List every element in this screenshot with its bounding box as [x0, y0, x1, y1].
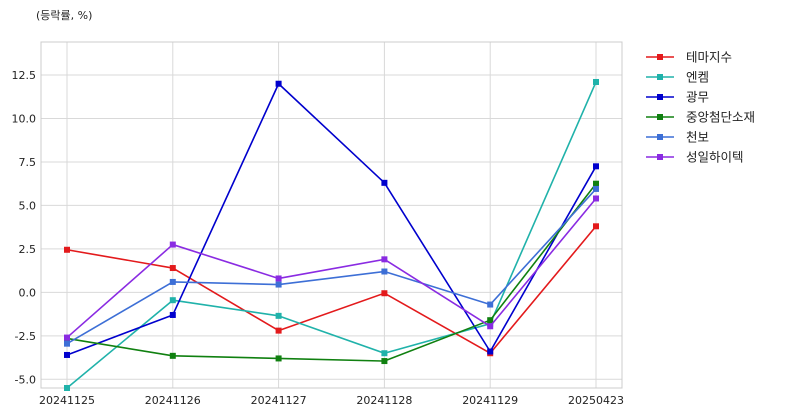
- legend-label: 중앙첨단소재: [686, 110, 755, 125]
- data-point-marker: [487, 323, 494, 330]
- data-point-marker: [593, 223, 599, 230]
- data-point-marker: [381, 350, 388, 357]
- series-group: [64, 78, 599, 391]
- legend-item: 성일하이텍: [646, 150, 744, 165]
- data-point-marker: [593, 78, 599, 85]
- series-line: [66, 81, 597, 389]
- data-point-marker: [487, 317, 494, 324]
- legend-label: 천보: [686, 130, 709, 145]
- data-point-marker: [381, 358, 388, 365]
- y-tick-label: -2.5: [15, 330, 36, 343]
- data-point-marker: [275, 312, 282, 319]
- data-point-marker: [593, 195, 599, 202]
- data-point-marker: [381, 256, 388, 263]
- data-point-marker: [593, 185, 599, 192]
- y-tick-label: 10.0: [12, 113, 37, 126]
- data-point-marker: [381, 290, 388, 297]
- series-lines: [64, 78, 599, 391]
- grid-lines: [41, 42, 622, 388]
- x-tick-label: 20241125: [39, 394, 95, 407]
- x-tick-label: 20250423: [568, 394, 624, 407]
- data-point-marker: [593, 180, 599, 187]
- legend-item: 중앙첨단소재: [646, 110, 755, 125]
- legend-swatch-marker: [657, 74, 663, 80]
- legend-swatch-marker: [657, 154, 663, 160]
- data-point-marker: [275, 281, 282, 288]
- legend-swatch-marker: [657, 134, 663, 140]
- legend-swatch-marker: [657, 94, 663, 100]
- legend-swatch-marker: [657, 54, 663, 60]
- series-line: [66, 225, 597, 355]
- unit-label: (등락률, %): [36, 9, 92, 22]
- legend-label: 엔켐: [686, 70, 709, 85]
- y-tick-label: 12.5: [12, 69, 37, 82]
- series-group: [64, 80, 599, 358]
- data-point-marker: [64, 351, 70, 358]
- x-tick-label: 20241128: [356, 394, 412, 407]
- y-tick-label: 0.0: [19, 286, 37, 299]
- plot-area-frame: [40, 41, 623, 389]
- legend-label: 광무: [686, 90, 709, 105]
- y-tick-label: -5.0: [15, 373, 36, 386]
- series-line: [66, 188, 597, 345]
- series-line: [66, 82, 597, 356]
- data-point-marker: [169, 265, 176, 272]
- y-tick-label: 2.5: [19, 243, 37, 256]
- y-tick-label: 7.5: [19, 156, 37, 169]
- data-point-marker: [275, 275, 282, 282]
- legend-item: 테마지수: [646, 50, 732, 65]
- data-point-marker: [275, 355, 282, 362]
- x-tick-label: 20241127: [251, 394, 307, 407]
- data-point-marker: [275, 80, 282, 87]
- series-group: [64, 185, 599, 347]
- data-point-marker: [593, 163, 599, 170]
- x-tick-label: 20241129: [462, 394, 518, 407]
- legend-swatch-marker: [657, 114, 663, 120]
- data-point-marker: [487, 301, 494, 308]
- y-tick-label: 5.0: [19, 199, 37, 212]
- series-line: [66, 197, 597, 339]
- series-line: [66, 183, 597, 362]
- data-point-marker: [169, 278, 176, 285]
- data-point-marker: [64, 246, 70, 253]
- data-point-marker: [64, 340, 70, 347]
- data-point-marker: [169, 297, 176, 304]
- legend-item: 광무: [646, 90, 709, 105]
- data-point-marker: [169, 311, 176, 318]
- legend-item: 엔켐: [646, 70, 709, 85]
- data-point-marker: [169, 352, 176, 359]
- series-group: [64, 195, 599, 341]
- legend-item: 천보: [646, 130, 709, 145]
- data-point-marker: [381, 268, 388, 275]
- data-point-marker: [64, 334, 70, 341]
- data-point-marker: [381, 179, 388, 186]
- legend-label: 테마지수: [686, 50, 732, 65]
- data-point-marker: [487, 348, 494, 355]
- data-point-marker: [64, 385, 70, 391]
- x-tick-label: 20241126: [145, 394, 201, 407]
- data-point-marker: [169, 241, 176, 248]
- x-axis-ticks: 20241125 20241126 20241127 20241128 20241129…: [39, 394, 624, 407]
- legend-label: 성일하이텍: [686, 150, 744, 165]
- data-point-marker: [275, 327, 282, 334]
- y-axis-ticks: -5.0 -2.5 0.0 2.5 5.0 7.5 10.0 12.5: [12, 69, 37, 386]
